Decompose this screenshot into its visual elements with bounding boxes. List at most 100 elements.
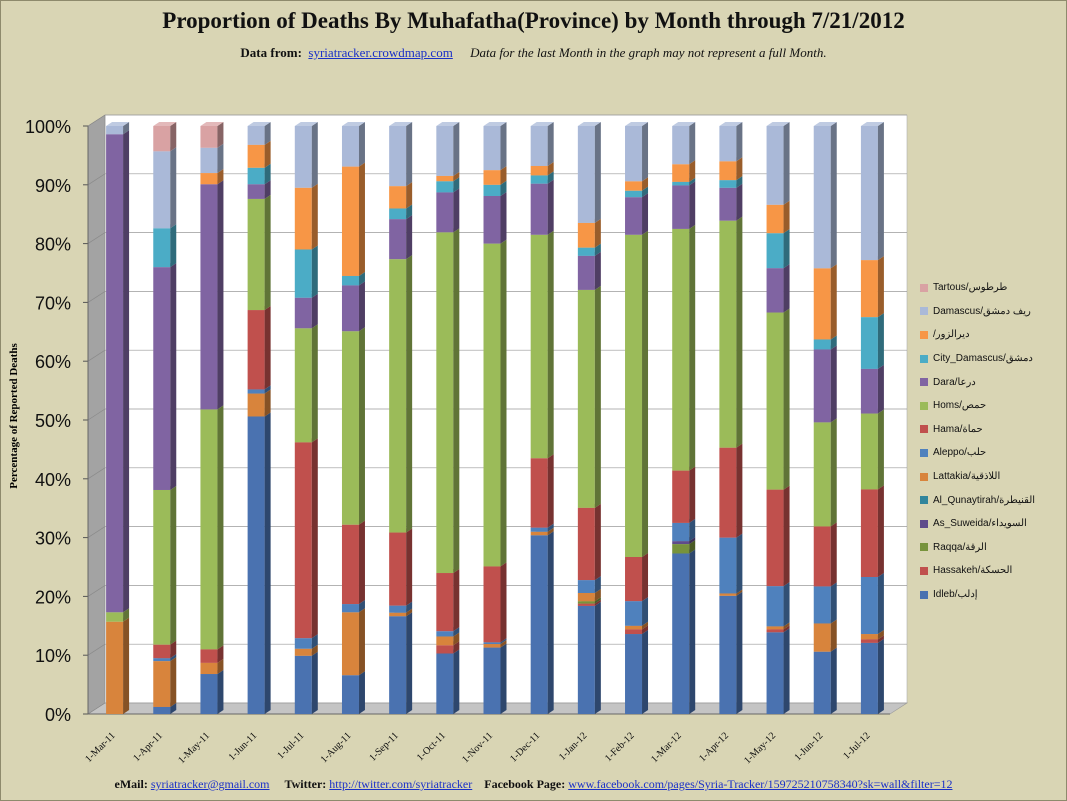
bar-segment [341,675,359,714]
bar-segment-side [311,651,318,714]
legend-swatch [920,401,928,410]
bar-segment-side [642,193,649,235]
bar-segment-side [453,649,460,714]
bar-segment-side [358,327,365,525]
bar-segment-side [689,549,696,714]
legend-swatch [920,543,928,552]
legend-label: Raqqa/الرقة [933,541,987,553]
bar-segment-side [783,122,790,205]
bar-segment [200,649,218,663]
bar-segment-side [642,122,649,182]
bar-segment [530,234,548,459]
bar-segment-side [500,122,507,171]
bar-segment [483,647,501,714]
bar-segment-top [341,122,365,126]
legend-item: Damascus/ريف دمشق [920,300,1060,324]
bar-segment-side [453,228,460,574]
y-tick-label: 80% [35,235,71,255]
bar-segment [389,605,407,613]
bar-segment [389,616,407,714]
bar-segment-side [830,647,837,714]
bar-segment-side [358,271,365,286]
bar-segment [106,134,124,613]
bar-segment [247,126,265,145]
bar-segment [106,621,124,714]
bar-segment-side [500,643,507,714]
bar-segment-side [170,263,177,490]
gridline-side [87,173,106,186]
bar-segment [719,595,737,714]
x-tick-label: 1-Mar-11 [83,730,117,764]
bar-segment [436,126,454,176]
bar-segment-side [500,191,507,244]
bar-segment-side [500,239,507,567]
bar-segment-side [311,324,318,443]
bar-segment-side [689,181,696,229]
bar-segment-side [830,522,837,587]
bar-segment [813,339,831,350]
source-link[interactable]: syriatracker.crowdmap.com [308,45,453,60]
bar-segment [247,184,265,199]
bar-segment [436,636,454,646]
bar-segment [153,489,171,645]
bar-segment-side [217,658,224,675]
bar-segment [577,601,595,604]
bar-segment [672,228,690,471]
bar-segment-side [453,171,460,182]
bar-segment-side [217,645,224,663]
x-tick-label: 1-Jan-12 [557,730,590,763]
bar-segment [719,537,737,594]
bar-segment-side [642,186,649,198]
bar-segment-side [594,243,601,256]
twitter-link[interactable]: http://twitter.com/syriatracker [329,777,473,791]
bar-segment-side [217,169,224,185]
bar-segment-side [170,224,177,268]
bar-segment [766,268,784,313]
bar-segment-side [500,562,507,643]
bar-segment [719,220,737,448]
bar-segment [153,706,171,714]
bar-segment [200,126,218,148]
email-link[interactable]: syriatracker@gmail.com [150,777,270,791]
bar-segment-side [217,143,224,174]
bar-segment-side [500,180,507,196]
bar-segment-side [311,183,318,250]
bar-segment-side [594,251,601,290]
x-tick-label: 1-Oct-11 [415,730,448,763]
bar-segment-side [689,518,696,542]
bar-segment-side [453,122,460,176]
y-tick-label: 60% [35,352,71,372]
bar-segment-side [877,122,884,261]
bar-segment-side [264,412,271,714]
bar-segment [625,126,643,182]
y-tick-label: 40% [35,470,71,490]
bar-segment-side [877,572,884,635]
bar-segment [341,166,359,276]
legend-item: Aleppo/حلب [920,441,1060,465]
chart-subtitle: Data from: syriatracker.crowdmap.com Dat… [0,45,1067,61]
bar-segment [719,126,737,162]
bar-segment-side [264,389,271,417]
bar-segment-side [406,204,413,220]
bar-segment-side [877,364,884,414]
legend: Tartous/طرطوس Damascus/ريف دمشق/ديرالزور C… [920,276,1060,606]
bar-segment-side [547,171,554,184]
bar-segment [766,312,784,490]
x-tick-label: 1-Apr-12 [697,730,731,764]
bar-segment-side [406,601,413,613]
bar-segment [341,612,359,676]
bar-segment [672,544,690,554]
bar-segment [389,219,407,260]
bar-segment-side [264,163,271,185]
bar-segment-side [736,183,743,221]
bar-segment [530,527,548,532]
bar-segment [577,603,595,606]
bar-segment [200,662,218,675]
legend-swatch [920,378,928,387]
facebook-link[interactable]: www.facebook.com/pages/Syria-Tracker/159… [568,777,953,791]
bar-segment-side [406,122,413,187]
bar-segment-side [594,218,601,248]
bar-segment-side [877,485,884,577]
bar-segment-side [783,264,790,313]
bar-segment-side [689,160,696,182]
